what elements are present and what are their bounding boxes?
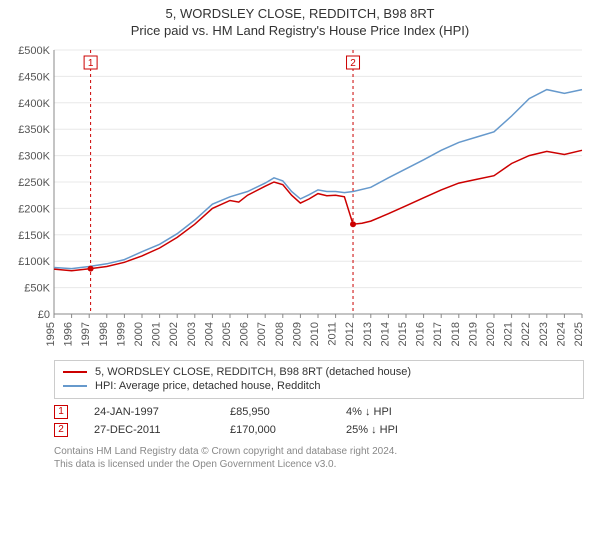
- tx-date: 27-DEC-2011: [94, 424, 204, 436]
- svg-text:2011: 2011: [327, 322, 339, 346]
- svg-text:£450K: £450K: [18, 71, 50, 83]
- svg-text:2008: 2008: [274, 322, 286, 346]
- svg-text:2018: 2018: [450, 322, 462, 346]
- svg-text:1998: 1998: [98, 322, 110, 346]
- footer-line: This data is licensed under the Open Gov…: [54, 458, 584, 471]
- footer-attribution: Contains HM Land Registry data © Crown c…: [54, 445, 584, 471]
- legend-item: 5, WORDSLEY CLOSE, REDDITCH, B98 8RT (de…: [63, 365, 575, 379]
- svg-text:1996: 1996: [63, 322, 75, 346]
- svg-text:£100K: £100K: [18, 256, 50, 268]
- svg-text:£400K: £400K: [18, 98, 50, 110]
- tx-price: £170,000: [230, 424, 320, 436]
- legend-swatch: [63, 385, 87, 387]
- table-row: 1 24-JAN-1997 £85,950 4% ↓ HPI: [54, 403, 584, 421]
- svg-text:2025: 2025: [573, 322, 585, 346]
- marker-badge: 1: [54, 405, 68, 419]
- svg-text:2016: 2016: [415, 322, 427, 346]
- svg-text:£300K: £300K: [18, 151, 50, 163]
- footer-line: Contains HM Land Registry data © Crown c…: [54, 445, 584, 458]
- svg-text:2002: 2002: [168, 322, 180, 346]
- svg-text:£0: £0: [38, 309, 50, 321]
- svg-text:2021: 2021: [503, 322, 515, 346]
- svg-text:2000: 2000: [133, 322, 145, 346]
- page-subtitle: Price paid vs. HM Land Registry's House …: [10, 23, 590, 38]
- svg-text:2017: 2017: [432, 322, 444, 346]
- legend-item: HPI: Average price, detached house, Redd…: [63, 379, 575, 393]
- svg-text:1997: 1997: [80, 322, 92, 346]
- svg-text:2020: 2020: [485, 322, 497, 346]
- svg-text:2006: 2006: [239, 322, 251, 346]
- svg-text:1999: 1999: [115, 322, 127, 346]
- svg-text:£250K: £250K: [18, 177, 50, 189]
- svg-text:2023: 2023: [538, 322, 550, 346]
- chart-svg: £0 £50K £100K £150K £200K £250K £300K £350K £400…: [10, 44, 590, 354]
- legend-label: 5, WORDSLEY CLOSE, REDDITCH, B98 8RT (de…: [95, 366, 411, 378]
- tx-price: £85,950: [230, 406, 320, 418]
- svg-text:£350K: £350K: [18, 124, 50, 136]
- svg-text:2005: 2005: [221, 322, 233, 346]
- table-row: 2 27-DEC-2011 £170,000 25% ↓ HPI: [54, 421, 584, 439]
- svg-text:£150K: £150K: [18, 230, 50, 242]
- svg-text:1: 1: [88, 58, 94, 69]
- tx-delta: 25% ↓ HPI: [346, 424, 398, 436]
- legend-label: HPI: Average price, detached house, Redd…: [95, 380, 320, 392]
- svg-text:1995: 1995: [45, 322, 57, 346]
- line-chart: £0 £50K £100K £150K £200K £250K £300K £350K £400…: [10, 44, 590, 354]
- svg-text:2014: 2014: [379, 322, 391, 346]
- svg-text:2019: 2019: [467, 322, 479, 346]
- svg-text:2010: 2010: [309, 322, 321, 346]
- svg-text:2: 2: [350, 58, 356, 69]
- page-title: 5, WORDSLEY CLOSE, REDDITCH, B98 8RT: [10, 6, 590, 21]
- svg-text:2003: 2003: [186, 322, 198, 346]
- svg-text:2022: 2022: [520, 322, 532, 346]
- svg-text:2013: 2013: [362, 322, 374, 346]
- tx-delta: 4% ↓ HPI: [346, 406, 392, 418]
- svg-text:2004: 2004: [203, 322, 215, 346]
- svg-text:2009: 2009: [291, 322, 303, 346]
- legend-swatch: [63, 371, 87, 373]
- svg-text:2007: 2007: [256, 322, 268, 346]
- svg-text:£500K: £500K: [18, 45, 50, 57]
- transactions-table: 1 24-JAN-1997 £85,950 4% ↓ HPI 2 27-DEC-…: [54, 403, 584, 439]
- svg-text:2012: 2012: [344, 322, 356, 346]
- legend: 5, WORDSLEY CLOSE, REDDITCH, B98 8RT (de…: [54, 360, 584, 399]
- svg-text:2001: 2001: [151, 322, 163, 346]
- svg-text:2024: 2024: [555, 322, 567, 346]
- tx-date: 24-JAN-1997: [94, 406, 204, 418]
- svg-text:£50K: £50K: [24, 283, 50, 295]
- marker-badge: 2: [54, 423, 68, 437]
- svg-text:£200K: £200K: [18, 203, 50, 215]
- svg-text:2015: 2015: [397, 322, 409, 346]
